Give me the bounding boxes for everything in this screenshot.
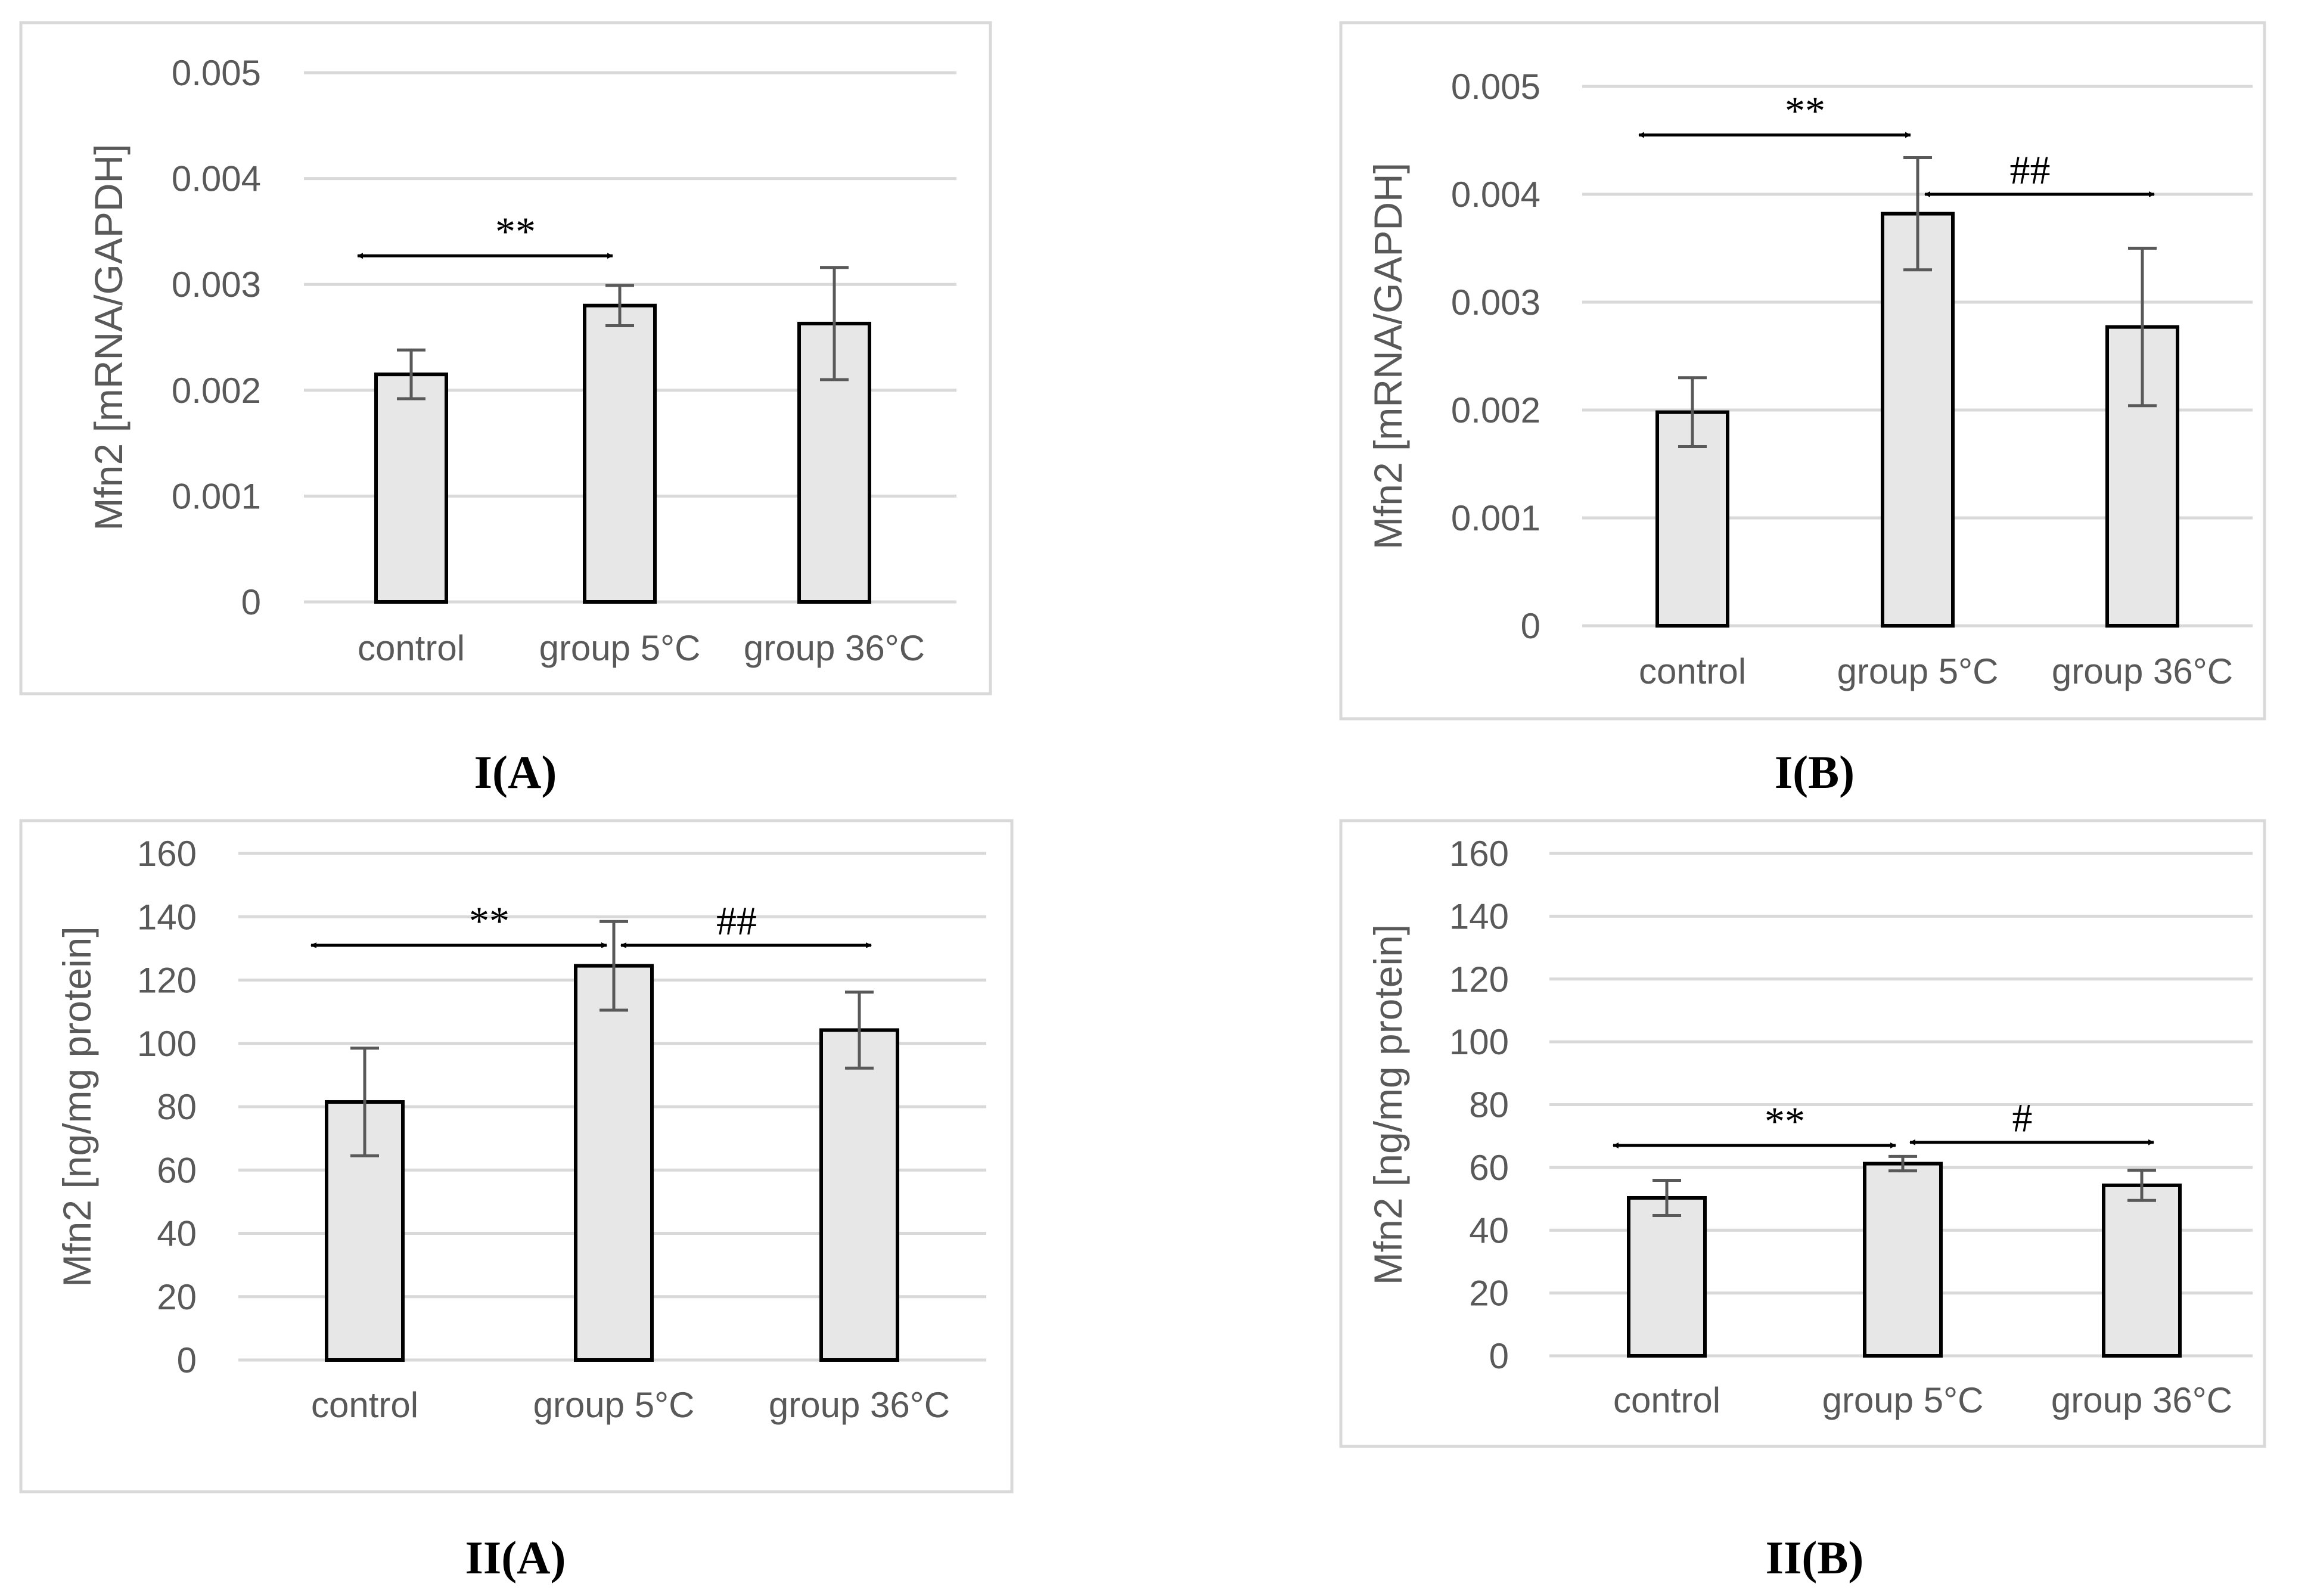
category-label: control — [1639, 651, 1746, 691]
bar — [2102, 1183, 2182, 1358]
y-tick-label: 100 — [137, 1024, 197, 1064]
y-tick-label: 0.002 — [1451, 390, 1540, 430]
category-label: control — [1613, 1380, 1720, 1420]
bar — [1627, 1196, 1707, 1358]
bar — [1881, 212, 1955, 628]
y-tick-label: 0.004 — [1451, 175, 1540, 215]
y-tick-label: 100 — [1449, 1022, 1509, 1062]
y-axis-label: Mfn2 [mRNA/GAPDH] — [1366, 163, 1410, 549]
y-tick-label: 60 — [1469, 1148, 1509, 1188]
y-axis-label: Mfn2 [ng/mg protein] — [55, 926, 99, 1287]
y-tick-label: 0.003 — [172, 265, 261, 305]
y-tick-label: 0 — [177, 1340, 197, 1380]
significance-label: ** — [1765, 1098, 1805, 1144]
category-label: group 36°C — [769, 1385, 950, 1425]
chart-frame — [1339, 819, 2266, 1448]
significance-label: ** — [1785, 88, 1825, 133]
category-label: group 36°C — [2052, 651, 2233, 691]
y-tick-label: 120 — [1449, 960, 1509, 999]
bar — [583, 303, 657, 604]
y-tick-label: 0 — [241, 582, 261, 622]
y-tick-label: 0.005 — [1451, 67, 1540, 107]
significance-label: ** — [495, 209, 536, 254]
y-tick-label: 0 — [1489, 1336, 1509, 1376]
significance-label: ** — [469, 898, 510, 943]
y-tick-label: 0.005 — [172, 53, 261, 93]
y-tick-label: 40 — [1469, 1210, 1509, 1250]
y-tick-label: 80 — [157, 1087, 197, 1127]
panel-label: I(A) — [474, 746, 557, 798]
y-tick-label: 60 — [157, 1150, 197, 1190]
category-label: group 5°C — [539, 628, 701, 668]
category-label: group 5°C — [1837, 651, 1999, 691]
chart-frame — [19, 819, 1014, 1493]
significance-label: ## — [716, 898, 757, 943]
chart-panel: 0 0.001 0.002 0.003 0.004 0.005 Mfn2 [mRNA/GAP… — [19, 21, 992, 798]
significance-label: # — [2012, 1095, 2033, 1141]
significance-label: ## — [2010, 147, 2051, 192]
category-label: group 5°C — [533, 1385, 695, 1425]
panel-label: II(B) — [1766, 1532, 1864, 1583]
category-label: control — [358, 628, 465, 668]
bar — [374, 372, 448, 604]
bar — [574, 964, 654, 1362]
chart-panel: 0 20 40 60 80 100 120 140 160 Mfn2 [ng/mg protein… — [1339, 819, 2266, 1583]
y-axis-label: Mfn2 [ng/mg protein] — [1366, 924, 1410, 1285]
y-tick-label: 0.001 — [1451, 498, 1540, 538]
category-label: group 36°C — [2051, 1380, 2232, 1420]
y-tick-label: 20 — [1469, 1274, 1509, 1314]
category-label: control — [311, 1385, 418, 1425]
y-tick-label: 120 — [137, 961, 197, 1001]
y-tick-label: 160 — [137, 834, 197, 874]
y-tick-label: 0.002 — [172, 371, 261, 411]
panel-label: II(A) — [465, 1532, 566, 1583]
y-tick-label: 0 — [1521, 606, 1540, 646]
y-tick-label: 0.001 — [172, 476, 261, 516]
bar — [819, 1028, 899, 1362]
chart-frame — [1339, 21, 2266, 721]
y-axis-label: Mfn2 [mRNA/GAPDH] — [86, 144, 131, 530]
y-tick-label: 140 — [137, 897, 197, 937]
panel-label: I(B) — [1775, 746, 1855, 798]
y-tick-label: 160 — [1449, 834, 1509, 874]
category-label: group 36°C — [744, 628, 925, 668]
y-tick-label: 0.003 — [1451, 282, 1540, 322]
chart-panel: 0 0.001 0.002 0.003 0.004 0.005 Mfn2 [mRNA/GAP… — [1339, 21, 2266, 798]
y-tick-label: 20 — [157, 1277, 197, 1317]
y-tick-label: 140 — [1449, 896, 1509, 936]
bar — [1863, 1162, 1943, 1358]
y-tick-label: 0.004 — [172, 159, 261, 199]
chart-frame — [19, 21, 992, 695]
chart-panel: 0 20 40 60 80 100 120 140 160 Mfn2 [ng/mg protein… — [19, 819, 1014, 1583]
y-tick-label: 40 — [157, 1214, 197, 1254]
category-label: group 5°C — [1822, 1380, 1984, 1420]
y-tick-label: 80 — [1469, 1085, 1509, 1125]
